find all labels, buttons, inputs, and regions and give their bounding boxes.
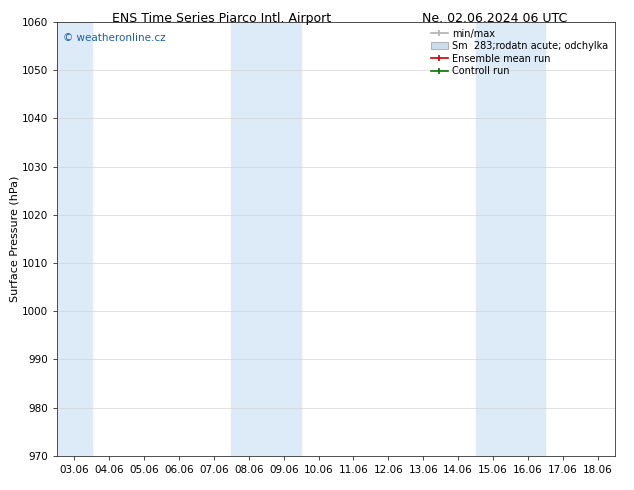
Text: Ne. 02.06.2024 06 UTC: Ne. 02.06.2024 06 UTC: [422, 12, 567, 25]
Bar: [57, 22, 92, 456]
Bar: [231, 22, 301, 456]
Bar: [476, 22, 545, 456]
Text: ENS Time Series Piarco Intl. Airport: ENS Time Series Piarco Intl. Airport: [112, 12, 332, 25]
Y-axis label: Surface Pressure (hPa): Surface Pressure (hPa): [9, 176, 19, 302]
Text: © weatheronline.cz: © weatheronline.cz: [63, 33, 165, 43]
Legend: min/max, Sm  283;rodatn acute; odchylka, Ensemble mean run, Controll run: min/max, Sm 283;rodatn acute; odchylka, …: [429, 27, 610, 78]
